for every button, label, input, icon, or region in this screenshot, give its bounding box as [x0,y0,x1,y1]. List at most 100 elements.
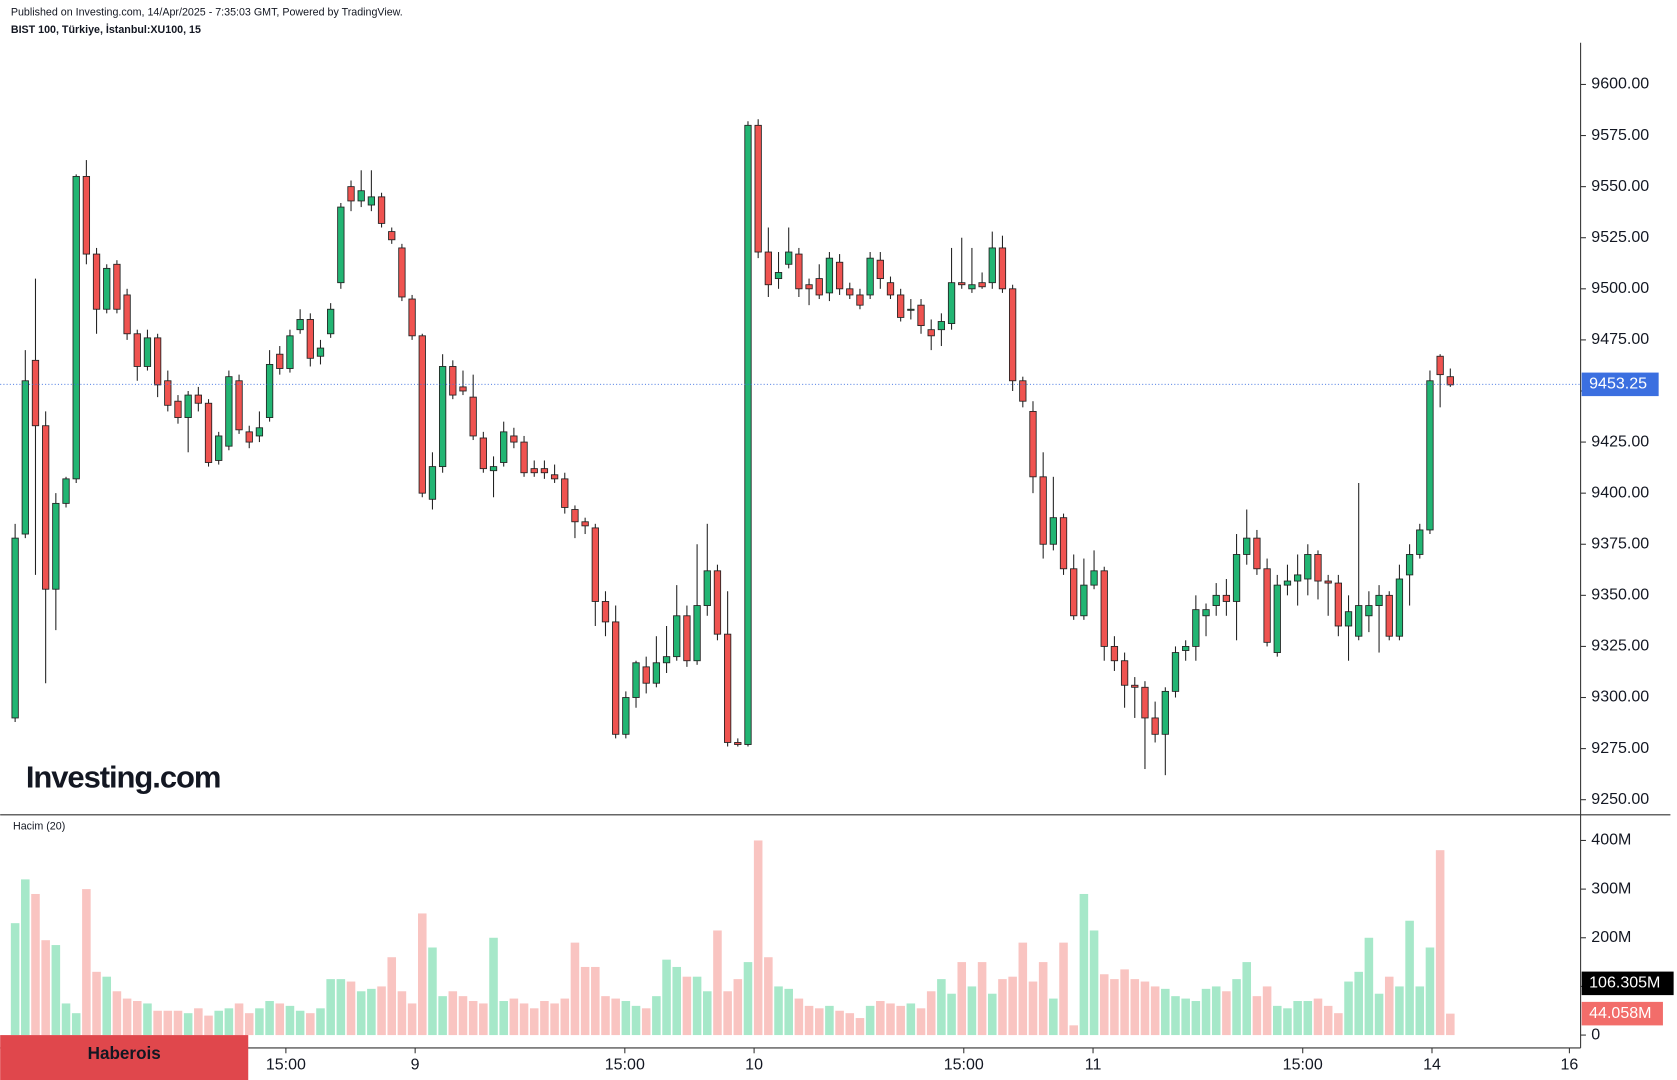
candle-body [998,247,1007,290]
volume-bar [743,962,753,1036]
volume-bar [112,991,122,1036]
candle-body [408,298,416,337]
last-volume-label: 44.058M [1589,1004,1651,1022]
volume-bar [183,1013,193,1036]
watermark: Investing.com [26,760,221,795]
volume-bar [71,1013,81,1036]
volume-bar [1018,942,1028,1036]
volume-bar [692,976,702,1036]
x-tick-label: 10 [745,1055,763,1073]
candle-body [153,337,162,386]
candle-body [337,206,345,284]
candle-body [1049,517,1057,545]
candle-body [1070,568,1078,617]
volume-bar [82,889,91,1036]
badge: Haberois [88,1044,161,1063]
x-tick-label: 14 [1423,1055,1441,1073]
candle-body [886,282,895,296]
volume-bar [1323,1005,1333,1036]
candle-body [927,329,935,337]
volume-bar [41,940,50,1036]
candle-body [204,402,213,463]
candle-body [72,175,80,480]
volume-bar [356,991,366,1036]
candle-body [1365,605,1373,617]
candle-body [327,308,335,335]
volume-bar [1201,988,1211,1036]
candle-body [367,196,376,206]
volume-bar [886,1003,895,1036]
candle-body [1151,717,1159,735]
volume-bar [560,998,570,1036]
volume-bar [1293,1001,1302,1036]
volume-bar [1211,986,1221,1036]
volume-bar [1334,1013,1343,1036]
volume-bar [1191,1001,1201,1036]
volume-bar [1099,974,1109,1036]
volume-bar [967,986,977,1036]
volume-bar [814,1008,824,1036]
volume-ma-box [1581,971,1674,996]
candle-body [42,425,50,590]
candle-body [1436,355,1444,376]
candle-body [265,363,274,418]
candle-body [1029,410,1037,478]
candle-body [785,251,793,265]
candle-body [1273,584,1281,653]
y-tick-label: 300M [1591,879,1631,897]
badge-box [0,1035,249,1080]
volume-bar [92,971,101,1036]
volume-bar [326,979,335,1036]
candle-body [968,284,976,290]
volume-bar [194,1008,203,1036]
volume-bar [489,937,498,1036]
volume-bar [591,966,600,1036]
candle-body [683,615,691,662]
volume-bar [977,962,987,1036]
y-tick-label: 9475.00 [1591,330,1649,348]
candle-body [459,386,467,392]
volume-bar [224,1008,234,1036]
volume-bar [804,1005,814,1036]
volume-bar [61,1003,71,1036]
price-pane [0,119,1581,776]
x-tick-label: 15:00 [944,1055,984,1073]
volume-bar [214,1010,223,1036]
volume-pane [10,840,1455,1036]
candle-body [1131,684,1139,688]
volume-bar [295,1010,305,1036]
volume-bar [1161,988,1170,1036]
candle-body [113,263,121,310]
volume-bar [1446,1013,1455,1036]
candle-body [1222,594,1231,602]
candle-body [1446,376,1454,386]
candle-body [652,662,661,684]
volume-bar [672,966,682,1036]
y-tick-label: 9275.00 [1591,739,1649,757]
volume-bar [916,1008,926,1036]
candle-body [479,437,487,470]
candle-body [561,478,569,508]
candle-body [296,319,304,331]
candle-body [1100,570,1108,647]
candle-body [744,124,752,745]
candle-body [225,376,233,447]
symbol-title: BIST 100, Türkiye, İstanbul:XU100, 15 [11,23,201,36]
volume-bar [1110,979,1119,1036]
volume-bar [428,947,437,1036]
candle-body [174,400,182,418]
volume-bar [519,1003,529,1036]
volume-bar [896,1005,905,1036]
volume-bar [753,840,763,1036]
volume-bar [1374,993,1384,1036]
y-tick-label: 9300.00 [1591,688,1649,706]
candle-body [194,394,202,404]
volume-bar [143,1003,152,1036]
y-tick-label: 9400.00 [1591,483,1649,501]
volume-bar [132,1001,142,1036]
candle-body [988,247,996,284]
volume-ma-label: 106.305M [1589,974,1660,992]
candle-body [1171,652,1180,692]
volume-bar [397,991,407,1036]
